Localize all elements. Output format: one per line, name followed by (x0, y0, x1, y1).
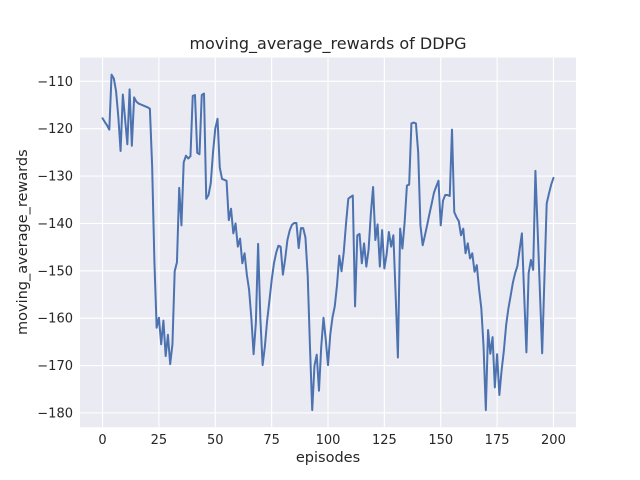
y-tick-label: −170 (37, 359, 73, 374)
x-tick-label: 150 (428, 433, 453, 448)
y-tick-label: −120 (37, 122, 73, 137)
y-tick-label: −150 (37, 264, 73, 279)
y-tick-label: −140 (37, 217, 73, 232)
x-tick-label: 100 (316, 433, 341, 448)
y-axis-label: moving_average_rewards (15, 149, 31, 335)
y-tick-label: −160 (37, 312, 73, 327)
x-tick-label: 25 (151, 433, 168, 448)
x-axis-label: episodes (295, 450, 361, 466)
x-tick-label: 75 (263, 433, 280, 448)
y-tick-label: −180 (37, 406, 73, 421)
chart-title: moving_average_rewards of DDPG (189, 34, 467, 53)
y-tick-label: −130 (37, 170, 73, 185)
y-tick-label: −110 (37, 75, 73, 90)
x-tick-label: 0 (98, 433, 106, 448)
x-tick-label: 50 (207, 433, 224, 448)
x-tick-label: 200 (541, 433, 566, 448)
data-line (101, 73, 555, 412)
x-tick-label: 175 (485, 433, 510, 448)
x-tick-label: 125 (372, 433, 397, 448)
